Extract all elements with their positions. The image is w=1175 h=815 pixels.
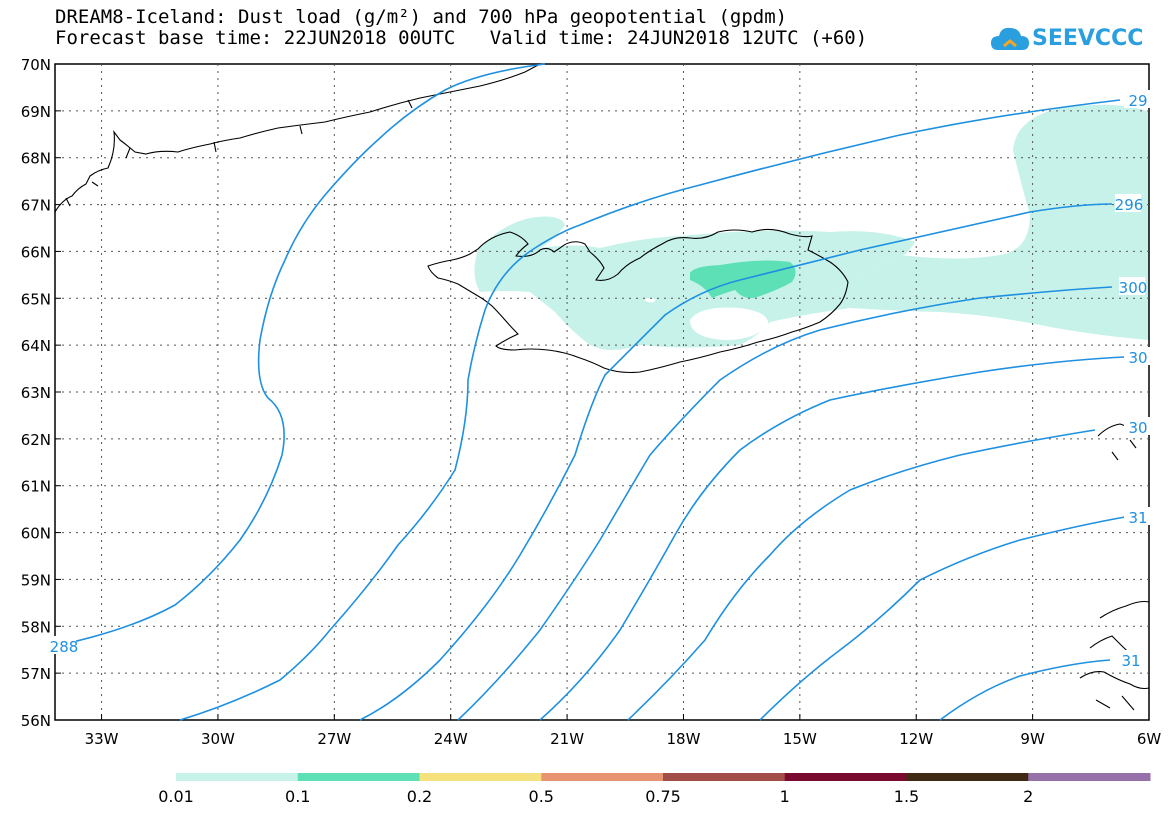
contour-label: 31	[1121, 652, 1140, 670]
contour-308	[627, 429, 1096, 721]
greenland-coast	[54, 63, 541, 213]
graticule	[55, 64, 1149, 720]
contour-label: 300	[1119, 279, 1148, 297]
colorbar-label: 2	[1023, 787, 1033, 806]
latitude-labels: 70N 69N 68N 67N 66N 65N 64N 63N 62N 61N 60N 59N 58N 5…	[21, 56, 61, 730]
lat-label: 57N	[21, 665, 51, 683]
dust-shading-low	[474, 104, 1149, 350]
colorbar-label: 0.5	[529, 787, 554, 806]
lat-label: 60N	[21, 525, 51, 543]
lat-label: 56N	[21, 712, 51, 730]
lat-label: 68N	[21, 150, 51, 168]
colorbar-swatch	[1028, 773, 1151, 781]
contour-label: 288	[50, 638, 79, 656]
contour-312	[759, 516, 1126, 721]
colorbar-label: 0.2	[407, 787, 432, 806]
lon-label: 15W	[783, 730, 817, 748]
contour-label-bg	[1124, 347, 1150, 365]
colorbar-swatch	[663, 773, 786, 781]
contour-label-bg	[1117, 650, 1143, 668]
lon-label: 18W	[667, 730, 701, 748]
contour-label: 29	[1128, 92, 1147, 110]
seevccc-logo: SEEVCCC	[990, 22, 1165, 58]
colorbar-swatch	[297, 773, 420, 781]
dust-area-iceland	[474, 216, 915, 350]
geopotential-contours	[54, 63, 1126, 721]
greenland-coast-detail	[65, 99, 413, 207]
contour-label: 296	[1115, 196, 1144, 214]
colorbar-swatch	[419, 773, 542, 781]
iceland-coast	[427, 228, 849, 374]
contour-label: 31	[1128, 509, 1147, 527]
contour-label-bg	[1119, 277, 1145, 295]
colorbar-label: 0.1	[285, 787, 310, 806]
colorbar-swatch	[176, 773, 299, 781]
logo-text: SEEVCCC	[1032, 26, 1144, 51]
lat-label: 70N	[21, 56, 51, 74]
coastlines	[54, 63, 1150, 711]
lat-label: 69N	[21, 103, 51, 121]
contour-304	[539, 356, 1126, 721]
lon-label: 9W	[1020, 730, 1045, 748]
lon-label: 33W	[85, 730, 119, 748]
lon-label: 24W	[434, 730, 468, 748]
contour-288	[54, 63, 546, 647]
lon-label: 21W	[550, 730, 584, 748]
colorbar-label: 0.01	[158, 787, 194, 806]
contour-label: 30	[1128, 419, 1147, 437]
title-line1: DREAM8-Iceland: Dust load (g/m²) and 700…	[55, 6, 788, 28]
lat-label: 61N	[21, 478, 51, 496]
valid-time: Valid time: 24JUN2018 12UTC (+60)	[489, 27, 868, 49]
contour-292	[579, 99, 1121, 226]
title-line2: Forecast base time: 22JUN2018 00UTC Vali…	[55, 28, 867, 48]
colorbar-label: 0.75	[645, 787, 681, 806]
lon-label: 27W	[317, 730, 351, 748]
contour-label: 30	[1128, 349, 1147, 367]
contour-300	[457, 286, 1113, 721]
lat-label: 59N	[21, 571, 51, 589]
forecast-base-time: Forecast base time: 22JUN2018 00UTC	[55, 27, 456, 49]
colorbar-swatch	[541, 773, 664, 781]
dust-area-north-east	[836, 104, 1149, 340]
contour-296	[359, 203, 1113, 721]
lat-label: 64N	[21, 337, 51, 355]
contour-label-bg	[50, 636, 76, 654]
scotland-coast	[1079, 600, 1150, 711]
cloud-icon	[991, 27, 1029, 50]
lat-label: 67N	[21, 197, 51, 215]
lat-label: 66N	[21, 243, 51, 261]
contour-label-bg	[1124, 90, 1150, 108]
colorbar-label: 1.5	[894, 787, 919, 806]
lon-label: 12W	[899, 730, 933, 748]
contour-label-bg	[1115, 194, 1141, 212]
lon-label: 6W	[1137, 730, 1162, 748]
lon-label: 30W	[201, 730, 235, 748]
colorbar-swatch	[906, 773, 1029, 781]
contour-label-bg	[1124, 417, 1150, 435]
lat-label: 58N	[21, 618, 51, 636]
contour-labels: 29 296 300 30 30 31 31 288	[50, 90, 1150, 670]
longitude-labels: 33W 30W 27W 24W 21W 18W 15W 12W 9W 6W	[85, 714, 1162, 748]
contour-label-bg	[1124, 507, 1150, 525]
lat-label: 62N	[21, 431, 51, 449]
lat-label: 63N	[21, 384, 51, 402]
colorbar-swatch	[784, 773, 907, 781]
colorbar: 0.01 0.1 0.2 0.5 0.75 1 1.5 2	[158, 773, 1151, 806]
dust-gaps	[644, 298, 769, 340]
contour-316	[939, 659, 1111, 721]
colorbar-label: 1	[780, 787, 790, 806]
lat-label: 65N	[21, 290, 51, 308]
contour-292-west	[179, 224, 581, 721]
